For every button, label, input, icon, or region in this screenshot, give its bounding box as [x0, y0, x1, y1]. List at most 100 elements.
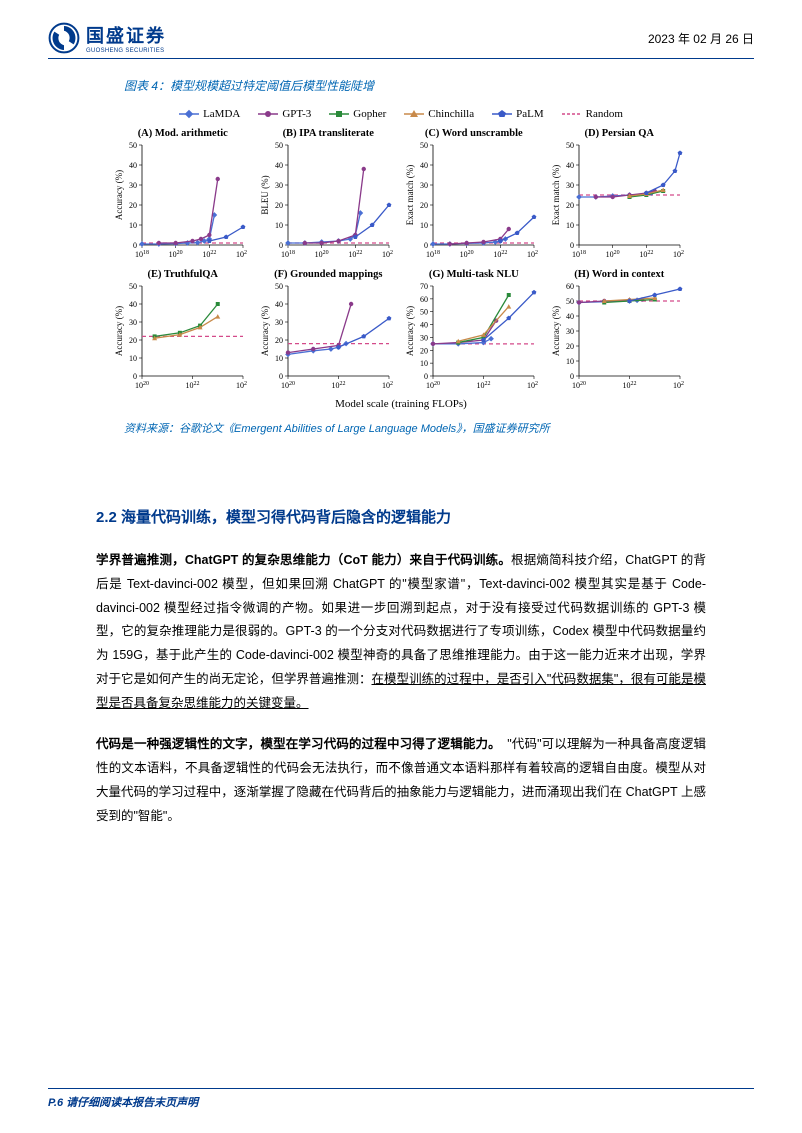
svg-text:1022: 1022 [348, 250, 362, 259]
subplot-E: (E) TruthfulQA01020304050102010221024Acc… [112, 269, 254, 392]
svg-text:50: 50 [420, 141, 428, 150]
section-title: 2.2 海量代码训练，模型习得代码背后隐含的逻辑能力 [96, 506, 754, 527]
svg-text:Accuracy (%): Accuracy (%) [114, 306, 124, 356]
svg-text:50: 50 [566, 297, 574, 306]
svg-text:1022: 1022 [331, 381, 345, 390]
svg-text:1018: 1018 [135, 250, 149, 259]
chart-legend: LaMDAGPT-3GopherChinchillaPaLMRandom [112, 108, 690, 120]
svg-text:40: 40 [129, 161, 137, 170]
svg-text:30: 30 [566, 181, 574, 190]
svg-text:1020: 1020 [572, 381, 586, 390]
svg-text:1024: 1024 [673, 250, 684, 259]
svg-text:30: 30 [129, 318, 137, 327]
svg-text:20: 20 [129, 336, 137, 345]
legend-item: Gopher [329, 108, 386, 120]
svg-text:10: 10 [566, 357, 574, 366]
svg-text:50: 50 [129, 141, 137, 150]
svg-text:30: 30 [566, 327, 574, 336]
subplot-title: (B) IPA transliterate [258, 128, 400, 139]
svg-text:1020: 1020 [314, 250, 328, 259]
svg-text:10: 10 [129, 354, 137, 363]
report-date: 2023 年 02 月 26 日 [648, 30, 754, 47]
svg-text:30: 30 [275, 181, 283, 190]
svg-text:Exact match (%): Exact match (%) [405, 165, 415, 225]
svg-text:10: 10 [275, 354, 283, 363]
subplot-H: (H) Word in context010203040506010201022… [549, 269, 691, 392]
svg-text:0: 0 [133, 372, 137, 381]
svg-text:50: 50 [566, 141, 574, 150]
svg-text:10: 10 [129, 221, 137, 230]
svg-text:60: 60 [566, 282, 574, 291]
p1-body: 根据熵简科技介绍，ChatGPT 的背后是 Text-davinci-002 模… [96, 553, 706, 686]
subplot-title: (F) Grounded mappings [258, 269, 400, 280]
subplot-title: (D) Persian QA [549, 128, 691, 139]
svg-text:30: 30 [420, 181, 428, 190]
svg-text:Accuracy (%): Accuracy (%) [405, 306, 415, 356]
svg-text:40: 40 [566, 161, 574, 170]
svg-text:1024: 1024 [236, 381, 247, 390]
subplot-title: (E) TruthfulQA [112, 269, 254, 280]
svg-text:10: 10 [420, 221, 428, 230]
logo-text-en: GUOSHENG SECURITIES [86, 48, 166, 54]
subplot-D: (D) Persian QA01020304050101810201022102… [549, 128, 691, 261]
svg-text:30: 30 [275, 318, 283, 327]
svg-text:1024: 1024 [527, 250, 538, 259]
figure-source: 资料来源：谷歌论文《Emergent Abilities of Large La… [124, 420, 754, 436]
page-header: 国盛证券 GUOSHENG SECURITIES 2023 年 02 月 26 … [48, 22, 754, 59]
svg-text:50: 50 [275, 141, 283, 150]
svg-text:1020: 1020 [135, 381, 149, 390]
svg-text:1022: 1022 [622, 381, 636, 390]
svg-text:10: 10 [420, 359, 428, 368]
p2-bold: 代码是一种强逻辑性的文字，模型在学习代码的过程中习得了逻辑能力。 [96, 737, 495, 751]
paragraph-2: 代码是一种强逻辑性的文字，模型在学习代码的过程中习得了逻辑能力。 "代码"可以理… [96, 733, 706, 828]
svg-text:1020: 1020 [605, 250, 619, 259]
svg-text:Accuracy (%): Accuracy (%) [260, 306, 270, 356]
svg-text:70: 70 [420, 282, 428, 291]
svg-text:40: 40 [275, 300, 283, 309]
svg-text:20: 20 [566, 201, 574, 210]
svg-text:Exact match (%): Exact match (%) [551, 165, 561, 225]
svg-text:1024: 1024 [382, 381, 393, 390]
logo-text-cn: 国盛证券 [86, 22, 166, 48]
logo: 国盛证券 GUOSHENG SECURITIES [48, 22, 166, 54]
svg-text:50: 50 [275, 282, 283, 291]
svg-text:60: 60 [420, 295, 428, 304]
svg-text:20: 20 [566, 342, 574, 351]
svg-text:20: 20 [275, 336, 283, 345]
chart-xlabel: Model scale (training FLOPs) [112, 398, 690, 410]
svg-text:1022: 1022 [639, 250, 653, 259]
subplot-C: (C) Word unscramble010203040501018102010… [403, 128, 545, 261]
svg-text:1018: 1018 [426, 250, 440, 259]
svg-text:1020: 1020 [460, 250, 474, 259]
legend-item: PaLM [492, 108, 544, 120]
svg-text:20: 20 [420, 201, 428, 210]
p1-bold: 学界普遍推测，ChatGPT 的复杂思维能力（CoT 能力）来自于代码训练。 [96, 553, 511, 567]
svg-text:20: 20 [420, 346, 428, 355]
svg-text:BLEU (%): BLEU (%) [260, 175, 270, 214]
svg-text:50: 50 [420, 308, 428, 317]
svg-text:0: 0 [424, 372, 428, 381]
svg-text:0: 0 [570, 372, 574, 381]
svg-text:1024: 1024 [527, 381, 538, 390]
subplot-title: (C) Word unscramble [403, 128, 545, 139]
legend-item: GPT-3 [258, 108, 311, 120]
svg-text:30: 30 [420, 333, 428, 342]
svg-text:1022: 1022 [493, 250, 507, 259]
svg-text:Accuracy (%): Accuracy (%) [551, 306, 561, 356]
svg-text:0: 0 [424, 241, 428, 250]
subplot-A: (A) Mod. arithmetic010203040501018102010… [112, 128, 254, 261]
svg-text:Accuracy (%): Accuracy (%) [114, 170, 124, 220]
legend-item: LaMDA [179, 108, 240, 120]
svg-text:1020: 1020 [169, 250, 183, 259]
subplot-title: (A) Mod. arithmetic [112, 128, 254, 139]
page-footer: P.6 请仔细阅读本报告末页声明 [48, 1088, 754, 1111]
svg-text:20: 20 [129, 201, 137, 210]
svg-text:1018: 1018 [572, 250, 586, 259]
svg-text:10: 10 [275, 221, 283, 230]
svg-text:40: 40 [129, 300, 137, 309]
svg-text:30: 30 [129, 181, 137, 190]
svg-text:20: 20 [275, 201, 283, 210]
svg-text:0: 0 [279, 372, 283, 381]
subplot-G: (G) Multi-task NLU0102030405060701020102… [403, 269, 545, 392]
svg-text:10: 10 [566, 221, 574, 230]
